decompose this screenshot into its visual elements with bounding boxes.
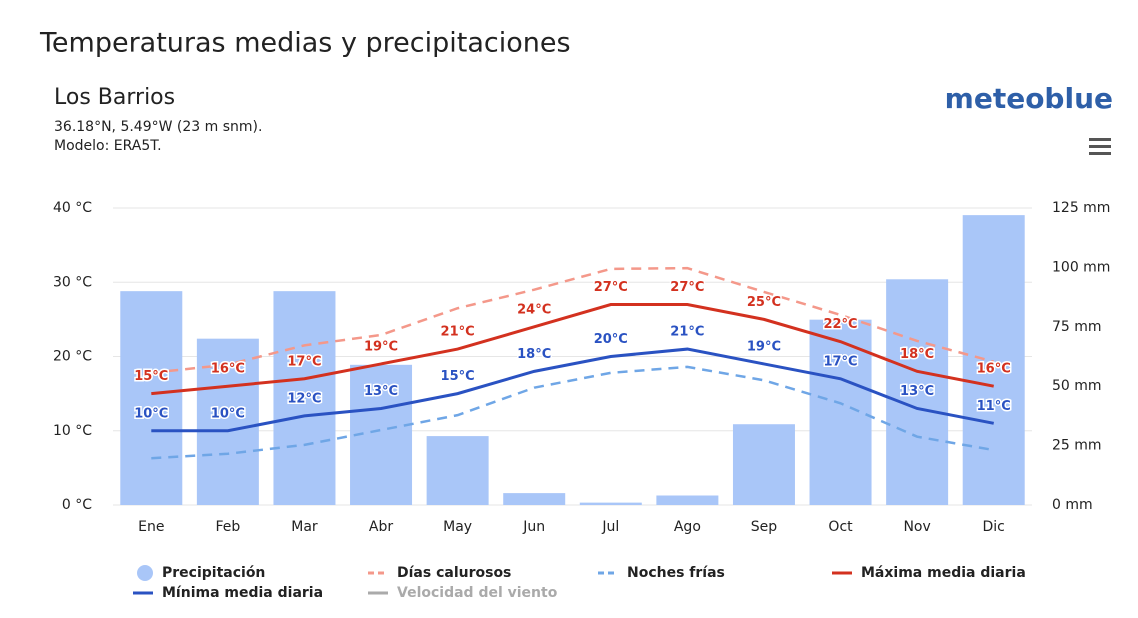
legend-label: Máxima media diaria (861, 565, 1026, 581)
data-label: 19°C (364, 339, 398, 354)
menu-bar (1089, 145, 1111, 148)
data-label: 17°C (823, 354, 857, 369)
precip-bar (732, 424, 795, 505)
data-label: 15°C (134, 369, 168, 384)
x-tick-label: Dic (983, 519, 1005, 535)
x-tick-label: Abr (369, 519, 393, 535)
x-tick-label: May (443, 519, 472, 535)
menu-icon[interactable] (1089, 138, 1111, 155)
data-label: 19°C (747, 339, 781, 354)
x-tick-label: Mar (291, 519, 318, 535)
data-label: 15°C (441, 369, 475, 384)
precip-bar (426, 436, 489, 505)
data-label: 10°C (211, 406, 245, 421)
x-tick-label: Jul (601, 519, 619, 535)
precip-bar (120, 291, 183, 505)
location: Los Barrios (54, 85, 175, 110)
data-label: 18°C (900, 347, 934, 362)
data-label: 25°C (747, 295, 781, 310)
precip-bar (886, 279, 949, 505)
data-label: 12°C (287, 391, 321, 406)
y2-tick-label: 0 mm (1052, 497, 1093, 513)
precip-bar (656, 495, 719, 505)
y-tick-label: 30 °C (53, 274, 92, 290)
y2-tick-label: 50 mm (1052, 378, 1102, 394)
data-label: 21°C (441, 325, 475, 340)
x-tick-label: Ene (138, 519, 164, 535)
legend-label: Precipitación (162, 565, 265, 581)
x-tick-label: Oct (828, 519, 853, 535)
data-label: 13°C (900, 384, 934, 399)
coordinates: 36.18°N, 5.49°W (23 m snm). (54, 119, 262, 135)
data-label: 27°C (594, 280, 628, 295)
precip-bar (579, 502, 642, 505)
data-label: 10°C (134, 406, 168, 421)
precip-bar (962, 215, 1025, 506)
data-label: 22°C (823, 317, 857, 332)
precip-bar (503, 493, 566, 505)
data-label: 20°C (594, 332, 628, 347)
menu-bar (1089, 138, 1111, 141)
dashed-line (151, 365, 994, 460)
data-label: 16°C (211, 362, 245, 377)
y2-tick-label: 100 mm (1052, 259, 1110, 275)
brand-logo: meteoblue (945, 82, 1113, 115)
chart-title: Temperaturas medias y precipitaciones (39, 28, 571, 59)
y2-tick-label: 125 mm (1052, 200, 1110, 216)
x-tick-label: Feb (215, 519, 240, 535)
y2-tick-label: 75 mm (1052, 319, 1102, 335)
legend-label: Velocidad del viento (397, 585, 558, 601)
line (151, 303, 994, 396)
precip-bar (809, 319, 872, 505)
x-tick-label: Nov (903, 519, 930, 535)
legend-label: Noches frías (627, 565, 725, 581)
y-tick-label: 10 °C (53, 423, 92, 439)
data-label: 13°C (364, 384, 398, 399)
model: Modelo: ERA5T. (54, 138, 162, 154)
y-tick-label: 0 °C (62, 497, 92, 513)
legend-label: Mínima media diaria (162, 585, 323, 601)
y-tick-label: 40 °C (53, 200, 92, 216)
precip-bar (273, 291, 336, 505)
data-label: 17°C (287, 354, 321, 369)
line (151, 347, 994, 433)
data-label: 27°C (670, 280, 704, 295)
data-label: 11°C (977, 399, 1011, 414)
legend-swatch (137, 565, 153, 581)
x-tick-label: Jun (522, 519, 545, 535)
data-label: 24°C (517, 302, 551, 317)
data-label: 18°C (517, 347, 551, 362)
y2-tick-label: 25 mm (1052, 438, 1102, 454)
x-tick-label: Sep (751, 519, 778, 535)
x-tick-label: Ago (674, 519, 701, 535)
dashed-line (151, 266, 995, 375)
data-label: 16°C (977, 362, 1011, 377)
data-label: 21°C (670, 325, 704, 340)
menu-bar (1089, 152, 1111, 155)
legend-label: Días calurosos (397, 565, 511, 581)
y-tick-label: 20 °C (53, 349, 92, 365)
